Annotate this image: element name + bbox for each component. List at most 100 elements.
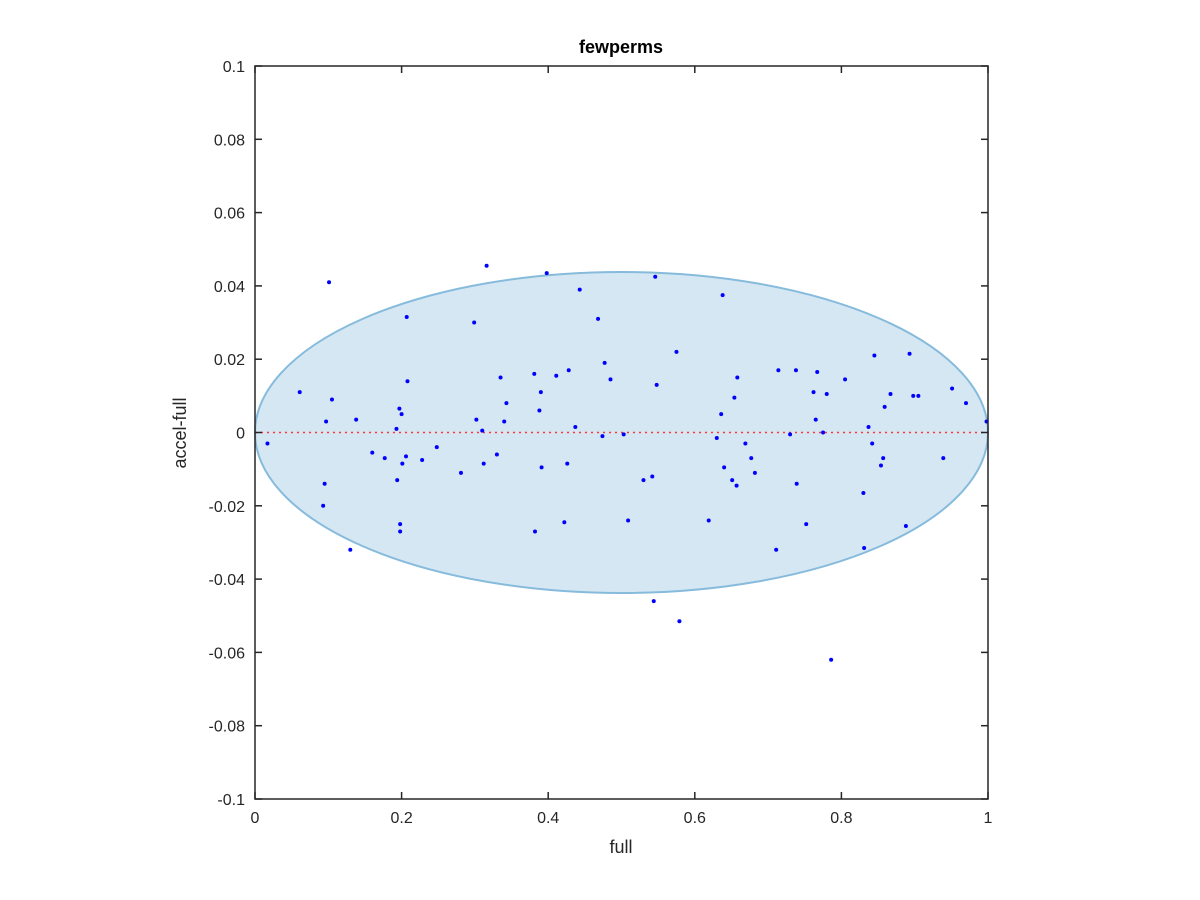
x-tick-label: 0.2	[390, 810, 412, 827]
data-point	[776, 368, 781, 373]
y-tick-label: 0.04	[214, 279, 245, 296]
data-point	[774, 547, 779, 552]
data-point	[870, 441, 875, 446]
data-point	[813, 417, 818, 422]
data-point	[788, 432, 793, 437]
data-point	[907, 351, 912, 356]
data-point	[370, 450, 375, 455]
data-point	[621, 432, 626, 437]
y-tick-label: 0.02	[214, 352, 245, 369]
data-point	[539, 465, 544, 470]
data-point	[866, 425, 871, 430]
data-point	[811, 390, 816, 395]
data-point	[329, 397, 334, 402]
data-point	[498, 375, 503, 380]
data-point	[394, 426, 399, 431]
data-point	[903, 523, 908, 528]
data-point	[398, 529, 403, 534]
data-point	[502, 419, 507, 424]
data-point	[494, 452, 499, 457]
data-point	[882, 404, 887, 409]
data-point	[403, 454, 408, 459]
y-tick-label: 0	[236, 426, 245, 443]
data-point	[941, 456, 946, 461]
data-point	[608, 377, 613, 382]
data-point	[322, 481, 327, 486]
data-point	[398, 522, 403, 527]
y-tick-label: 0.08	[214, 132, 245, 149]
data-point	[458, 470, 463, 475]
chart-title: fewperms	[579, 37, 663, 57]
x-axis-label: full	[609, 837, 632, 857]
data-point	[554, 373, 559, 378]
x-tick-label: 0.6	[684, 810, 706, 827]
data-point	[881, 456, 886, 461]
data-point	[480, 428, 485, 433]
data-point	[562, 520, 567, 525]
data-point	[405, 379, 410, 384]
data-point	[749, 456, 754, 461]
x-tick-label: 0	[251, 810, 260, 827]
data-point	[434, 445, 439, 450]
data-point	[600, 434, 605, 439]
y-tick-label: -0.06	[209, 645, 246, 662]
data-point	[732, 395, 737, 400]
data-point	[532, 371, 537, 376]
data-point	[650, 474, 655, 479]
data-point	[533, 529, 538, 534]
data-point	[354, 417, 359, 422]
data-point	[538, 390, 543, 395]
data-point	[327, 280, 332, 285]
data-point	[400, 461, 405, 466]
y-tick-label: 0.1	[223, 59, 245, 76]
data-point	[743, 441, 748, 446]
data-point	[397, 406, 402, 411]
data-point	[829, 657, 834, 662]
data-point	[504, 401, 509, 406]
data-point	[720, 293, 725, 298]
y-tick-label: -0.02	[209, 499, 246, 516]
x-tick-label: 0.8	[830, 810, 852, 827]
data-point	[573, 425, 578, 430]
data-point	[719, 412, 724, 417]
data-point	[577, 287, 582, 292]
data-point	[735, 375, 740, 380]
data-point	[297, 390, 302, 395]
data-point	[324, 419, 329, 424]
data-point	[653, 274, 658, 279]
data-point	[888, 392, 893, 397]
data-point	[420, 457, 425, 462]
data-point	[824, 392, 829, 397]
data-point	[654, 382, 659, 387]
data-point	[674, 349, 679, 354]
data-point	[722, 465, 727, 470]
data-point	[404, 315, 409, 320]
x-tick-label: 1	[984, 810, 993, 827]
data-point	[950, 386, 955, 391]
data-point	[596, 316, 601, 321]
data-point	[734, 483, 739, 488]
data-point	[481, 461, 486, 466]
data-point	[265, 441, 270, 446]
y-tick-label: 0.06	[214, 206, 245, 223]
x-tick-label: 0.4	[537, 810, 559, 827]
data-point	[730, 478, 735, 483]
data-point	[626, 518, 631, 523]
y-axis-label: accel-full	[170, 397, 190, 468]
data-point	[911, 393, 916, 398]
data-point	[544, 271, 549, 276]
data-point	[872, 353, 877, 358]
data-point	[641, 478, 646, 483]
data-point	[916, 393, 921, 398]
data-point	[472, 320, 477, 325]
data-point	[399, 412, 404, 417]
data-point	[821, 430, 826, 435]
data-point	[395, 478, 400, 483]
data-point	[964, 401, 969, 406]
data-point	[815, 370, 820, 375]
y-tick-label: -0.08	[209, 719, 246, 736]
data-point	[348, 547, 353, 552]
data-point	[566, 368, 571, 373]
data-point	[537, 408, 542, 413]
